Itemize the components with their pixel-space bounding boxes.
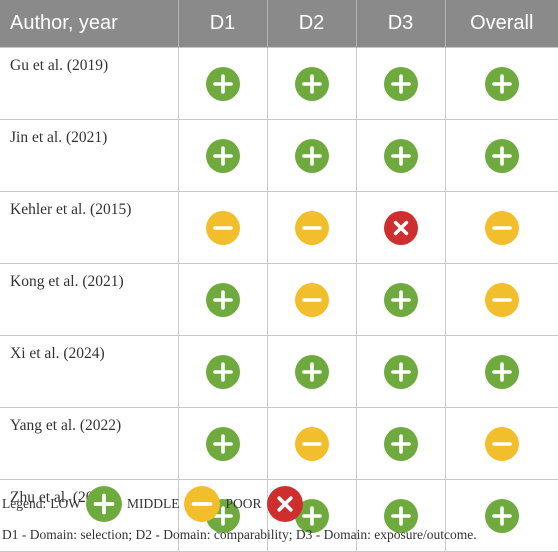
table-row: Kehler et al. (2015) xyxy=(0,191,558,264)
legend-label-poor: POOR xyxy=(225,496,262,511)
rating-cell-d2 xyxy=(266,263,357,336)
plus-icon xyxy=(205,66,241,102)
plus-icon xyxy=(294,138,330,174)
rating-cell-d3 xyxy=(355,191,446,264)
plus-icon xyxy=(205,138,241,174)
legend-label-middle: MIDDLE xyxy=(126,496,180,511)
study-name: Xi et al. (2024) xyxy=(0,335,179,408)
rating-cell-overall xyxy=(444,335,558,408)
rating-cell-d1 xyxy=(177,47,268,120)
header-author-year: Author, year xyxy=(0,0,179,48)
header-d2: D2 xyxy=(267,0,357,48)
legend-middle-minus-icon xyxy=(183,485,221,523)
legend-poor-cross-icon xyxy=(266,485,304,523)
minus-icon xyxy=(484,282,520,318)
study-name: Yang et al. (2022) xyxy=(0,407,179,480)
rating-cell-overall xyxy=(444,47,558,120)
rating-cell-overall xyxy=(444,263,558,336)
rating-cell-overall xyxy=(444,191,558,264)
legend-label-low: LOW xyxy=(50,496,81,511)
plus-icon xyxy=(383,498,419,534)
plus-icon xyxy=(383,138,419,174)
study-name: Kong et al. (2021) xyxy=(0,263,179,336)
minus-icon xyxy=(205,210,241,246)
plus-icon xyxy=(383,66,419,102)
table-row: Yang et al. (2022) xyxy=(0,407,558,480)
rating-cell-overall xyxy=(444,119,558,192)
rating-cell-d2 xyxy=(266,119,357,192)
header-d3: D3 xyxy=(356,0,446,48)
plus-icon xyxy=(205,282,241,318)
header-overall: Overall xyxy=(445,0,558,48)
study-name: Jin et al. (2021) xyxy=(0,119,179,192)
plus-icon xyxy=(484,138,520,174)
rating-cell-d3 xyxy=(355,335,446,408)
cross-icon xyxy=(383,210,419,246)
rating-cell-d3 xyxy=(355,263,446,336)
legend: Legend: LOW MIDDLE POOR xyxy=(2,484,304,524)
rating-cell-d3 xyxy=(355,479,446,552)
rating-cell-d1 xyxy=(177,335,268,408)
study-name: Kehler et al. (2015) xyxy=(0,191,179,264)
table-row: Jin et al. (2021) xyxy=(0,119,558,192)
table-row: Xi et al. (2024) xyxy=(0,335,558,408)
plus-icon xyxy=(294,498,330,534)
plus-icon xyxy=(205,354,241,390)
legend-prefix: Legend: xyxy=(2,496,47,511)
plus-icon xyxy=(383,426,419,462)
minus-icon xyxy=(294,282,330,318)
rating-cell-overall xyxy=(444,407,558,480)
minus-icon xyxy=(294,426,330,462)
rating-cell-d2 xyxy=(266,47,357,120)
study-name: Gu et al. (2019) xyxy=(0,47,179,120)
rating-cell-d3 xyxy=(355,407,446,480)
minus-icon xyxy=(484,426,520,462)
plus-icon xyxy=(383,282,419,318)
header-d1: D1 xyxy=(178,0,268,48)
rating-cell-d3 xyxy=(355,119,446,192)
plus-icon xyxy=(383,354,419,390)
plus-icon xyxy=(294,66,330,102)
rating-cell-d2 xyxy=(266,335,357,408)
minus-icon xyxy=(484,210,520,246)
rating-cell-d1 xyxy=(177,263,268,336)
plus-icon xyxy=(205,426,241,462)
rating-cell-d2 xyxy=(266,191,357,264)
table-row: Kong et al. (2021) xyxy=(0,263,558,336)
minus-icon xyxy=(294,210,330,246)
plus-icon xyxy=(484,66,520,102)
rating-cell-d2 xyxy=(266,407,357,480)
table-row: Gu et al. (2019) xyxy=(0,47,558,120)
plus-icon xyxy=(294,354,330,390)
rating-cell-d1 xyxy=(177,119,268,192)
plus-icon xyxy=(484,354,520,390)
plus-icon xyxy=(484,498,520,534)
legend-low-plus-icon xyxy=(85,485,123,523)
rating-cell-d1 xyxy=(177,407,268,480)
header-row: Author, year D1 D2 D3 Overall xyxy=(0,0,558,48)
rating-cell-d1 xyxy=(177,191,268,264)
rating-cell-d3 xyxy=(355,47,446,120)
domain-footnote: D1 - Domain: selection; D2 - Domain: com… xyxy=(2,527,477,542)
